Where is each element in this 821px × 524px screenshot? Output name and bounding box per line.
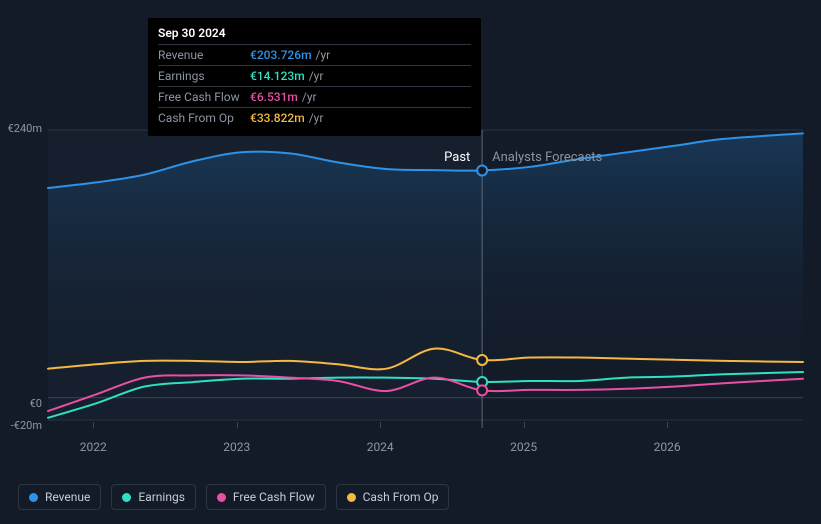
legend-label: Free Cash Flow xyxy=(233,490,315,504)
legend-label: Earnings xyxy=(138,490,185,504)
x-axis-label: 2024 xyxy=(367,440,394,454)
tooltip-unit: /yr xyxy=(309,111,324,125)
past-label: Past xyxy=(444,150,470,165)
tooltip-metric-value: €33.822m xyxy=(250,111,305,125)
marker-dot-free_cash_flow xyxy=(477,385,487,395)
legend-label: Cash From Op xyxy=(363,490,439,504)
tooltip-row: Earnings€14.123m/yr xyxy=(158,65,471,86)
tooltip-date: Sep 30 2024 xyxy=(158,26,471,40)
forecast-label: Analysts Forecasts xyxy=(492,150,602,165)
tooltip-unit: /yr xyxy=(316,48,331,62)
legend-item[interactable]: Earnings xyxy=(111,484,196,510)
y-axis-label: -€20m xyxy=(0,419,42,432)
x-axis-label: 2022 xyxy=(80,440,107,454)
x-axis-label: 2026 xyxy=(654,440,681,454)
tooltip-row: Revenue€203.726m/yr xyxy=(158,44,471,65)
financial-chart: Sep 30 2024 Revenue€203.726m/yrEarnings€… xyxy=(0,0,821,524)
tooltip-metric-value: €6.531m xyxy=(250,90,298,104)
tooltip-unit: /yr xyxy=(302,90,317,104)
legend-swatch xyxy=(122,493,131,502)
tooltip-row: Free Cash Flow€6.531m/yr xyxy=(158,86,471,107)
tooltip-metric-label: Earnings xyxy=(158,69,250,83)
x-axis-tick xyxy=(93,422,94,428)
chart-tooltip: Sep 30 2024 Revenue€203.726m/yrEarnings€… xyxy=(148,18,481,136)
tooltip-metric-label: Revenue xyxy=(158,48,250,62)
tooltip-metric-value: €14.123m xyxy=(250,69,305,83)
legend-swatch xyxy=(347,493,356,502)
tooltip-metric-label: Free Cash Flow xyxy=(158,90,250,104)
legend-swatch xyxy=(217,493,226,502)
tooltip-row: Cash From Op€33.822m/yr xyxy=(158,107,471,128)
plot-area[interactable] xyxy=(48,130,803,420)
legend-item[interactable]: Revenue xyxy=(18,484,101,510)
y-axis-label: €240m xyxy=(0,122,42,135)
y-axis-label: €0 xyxy=(0,397,42,410)
tooltip-unit: /yr xyxy=(309,69,324,83)
legend-item[interactable]: Free Cash Flow xyxy=(206,484,326,510)
marker-dot-revenue xyxy=(477,165,487,175)
marker-dot-cash_from_op xyxy=(477,355,487,365)
legend-item[interactable]: Cash From Op xyxy=(336,484,450,510)
legend-swatch xyxy=(29,493,38,502)
tooltip-metric-label: Cash From Op xyxy=(158,111,250,125)
legend: Revenue Earnings Free Cash Flow Cash From O… xyxy=(18,484,449,510)
x-axis-tick xyxy=(524,422,525,428)
legend-label: Revenue xyxy=(45,490,90,504)
x-axis-tick xyxy=(380,422,381,428)
x-axis-tick xyxy=(667,422,668,428)
x-axis-label: 2025 xyxy=(510,440,537,454)
tooltip-metric-value: €203.726m xyxy=(250,48,312,62)
x-axis-label: 2023 xyxy=(223,440,250,454)
x-axis: 2022 2023 2024 2025 2026 xyxy=(48,440,803,460)
x-axis-tick xyxy=(237,422,238,428)
